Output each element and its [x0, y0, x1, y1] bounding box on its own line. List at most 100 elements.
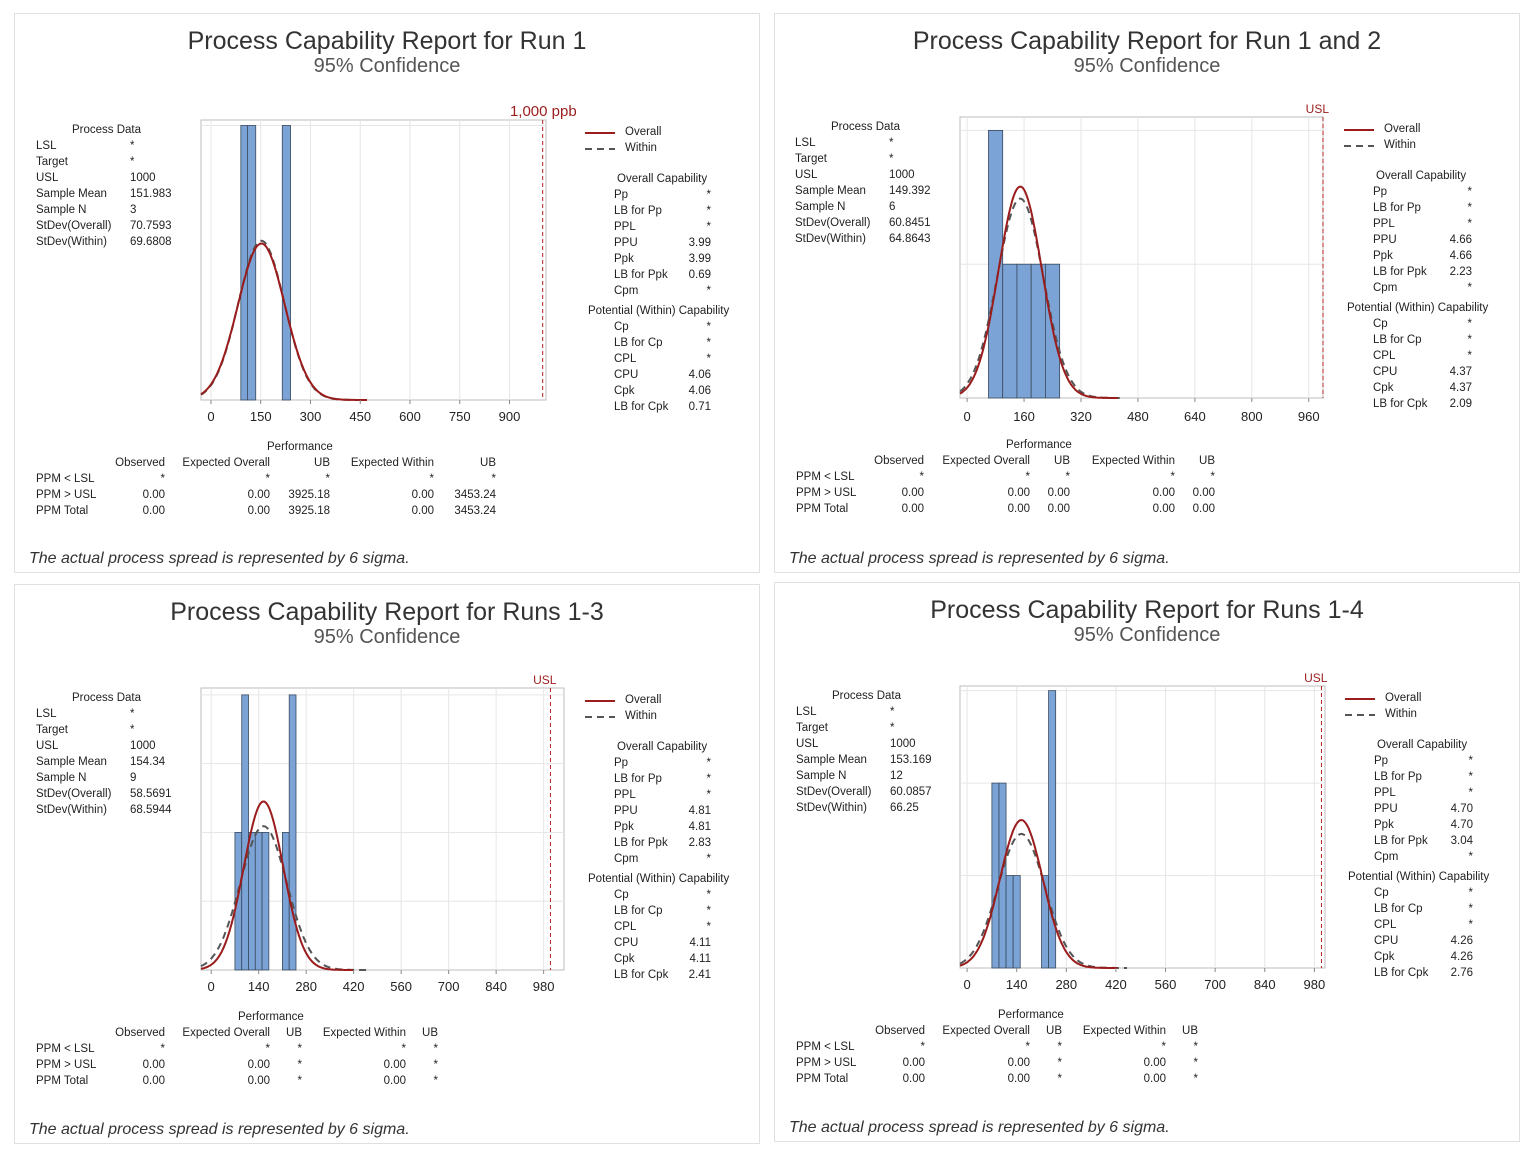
capability-value: 4.26: [1450, 935, 1473, 947]
capability-key: CPL: [1374, 919, 1397, 931]
process-data-row: StDev(Within) 68.5944: [36, 804, 206, 820]
performance-header: Observed: [875, 1025, 925, 1037]
capability-value: 4.11: [689, 937, 711, 949]
performance-cell: *: [1025, 471, 1030, 483]
process-data-key: Sample Mean: [36, 756, 107, 768]
process-data-key: USL: [795, 169, 818, 181]
capability-key: CPU: [614, 937, 639, 949]
capability-value: 4.37: [1449, 366, 1472, 378]
process-data-value: 12: [890, 770, 903, 782]
performance-header: UB: [286, 1027, 302, 1039]
process-data-row: Sample N 9: [36, 772, 206, 788]
capability-key: CPU: [1374, 935, 1399, 947]
process-data-value: 64.8643: [889, 233, 931, 245]
capability-value: *: [706, 789, 711, 801]
legend-within: Within: [1344, 139, 1484, 155]
capability-value: *: [706, 285, 711, 297]
process-data-value: 1000: [130, 172, 156, 184]
performance-cell: 0.00: [247, 489, 270, 501]
process-data-key: StDev(Within): [796, 802, 867, 814]
performance-cell: *: [265, 1043, 270, 1055]
legend-solid-line-icon: [1345, 698, 1375, 700]
capability-value: 2.76: [1450, 967, 1473, 979]
capability-key: LB for Cpk: [1373, 398, 1428, 410]
within-capability-row: LB for Cp *: [614, 905, 711, 921]
capability-value: 4.81: [688, 805, 711, 817]
within-capability-row: Cpk 4.11: [614, 953, 711, 969]
performance-cell: 0.00: [1047, 503, 1070, 515]
within-capability-row: Cp *: [1373, 318, 1472, 334]
performance-cell: 0.00: [901, 487, 924, 499]
process-data-row: Sample Mean 151.983: [36, 188, 206, 204]
performance-cell: 0.00: [142, 505, 165, 517]
performance-cell: 0.00: [142, 1059, 165, 1071]
capability-value: *: [1467, 202, 1472, 214]
process-data-key: Target: [795, 153, 827, 165]
capability-key: PPL: [1373, 218, 1395, 230]
within-capability-row: LB for Cpk 2.76: [1374, 967, 1473, 983]
capability-key: LB for Cpk: [1374, 967, 1429, 979]
performance-header: Expected Within: [1082, 1025, 1166, 1037]
performance-cell: *: [1210, 471, 1215, 483]
performance-cell: *: [1193, 1073, 1198, 1085]
capability-key: Cpm: [1374, 851, 1399, 863]
capability-value: *: [706, 853, 711, 865]
within-capability-row: Cpk 4.37: [1373, 382, 1472, 398]
capability-key: LB for Cp: [1374, 903, 1423, 915]
process-data-value: *: [130, 708, 135, 720]
report-title: Process Capability Report for Run 1 and …: [912, 27, 1382, 55]
capability-key: Pp: [614, 757, 629, 769]
performance-cell: *: [297, 1059, 302, 1071]
process-data-row: StDev(Overall) 60.0857: [796, 786, 966, 802]
overall-capability-row: PPU 3.99: [614, 237, 711, 253]
capability-value: *: [706, 189, 711, 201]
process-data-row: Sample N 3: [36, 204, 206, 220]
within-capability-row: CPU 4.06: [614, 369, 711, 385]
capability-value: *: [1468, 919, 1473, 931]
process-data-row: StDev(Overall) 60.8451: [795, 217, 965, 233]
within-capability-row: CPU 4.37: [1373, 366, 1472, 382]
performance-cell: 0.00: [411, 505, 434, 517]
performance-cell: *: [1161, 1041, 1166, 1053]
performance-cell: *: [1057, 1073, 1062, 1085]
process-data-title: Process Data: [72, 692, 142, 704]
capability-value: *: [706, 773, 711, 785]
capability-key: Cp: [1373, 318, 1388, 330]
legend-label: Overall: [625, 694, 662, 706]
overall-capability-row: Ppk 4.81: [614, 821, 711, 837]
performance-header: Expected Overall: [182, 457, 270, 469]
performance-header: Expected Overall: [942, 1025, 1030, 1037]
capability-key: Cp: [614, 889, 629, 901]
process-data-title: Process Data: [72, 124, 142, 136]
within-capability-title: Potential (Within) Capability: [1347, 302, 1489, 314]
process-data-key: LSL: [36, 708, 57, 720]
capability-value: 2.83: [688, 837, 711, 849]
performance-title: Performance: [1006, 439, 1072, 451]
report-title: Process Capability Report for Run 1: [187, 27, 587, 55]
process-data-value: 1000: [890, 738, 916, 750]
capability-value: *: [1467, 282, 1472, 294]
performance-cell: 0.00: [411, 489, 434, 501]
process-data-row: Sample Mean 149.392: [795, 185, 965, 201]
within-capability-row: Cpk 4.06: [614, 385, 711, 401]
performance-cell: *: [1057, 1041, 1062, 1053]
capability-key: LB for Pp: [1373, 202, 1421, 214]
performance-header: Expected Within: [1091, 455, 1175, 467]
process-data-row: StDev(Within) 66.25: [796, 802, 966, 818]
process-data-key: USL: [36, 740, 59, 752]
capability-key: Cpk: [614, 385, 635, 397]
legend-label: Within: [625, 710, 657, 722]
capability-value: *: [1468, 887, 1473, 899]
capability-value: 4.70: [1450, 819, 1473, 831]
process-data-row: LSL *: [796, 706, 966, 722]
legend-dashed-line-icon: [585, 716, 615, 718]
overall-capability-row: LB for Pp *: [1374, 771, 1473, 787]
capability-value: *: [1468, 787, 1473, 799]
overall-capability-row: Cpm *: [1374, 851, 1473, 867]
capability-key: LB for Ppk: [614, 269, 668, 281]
capability-key: CPL: [1373, 350, 1396, 362]
performance-row-label: PPM < LSL: [796, 471, 855, 483]
performance-cell: *: [325, 473, 330, 485]
legend-within: Within: [585, 710, 725, 726]
process-data-key: Sample Mean: [36, 188, 107, 200]
